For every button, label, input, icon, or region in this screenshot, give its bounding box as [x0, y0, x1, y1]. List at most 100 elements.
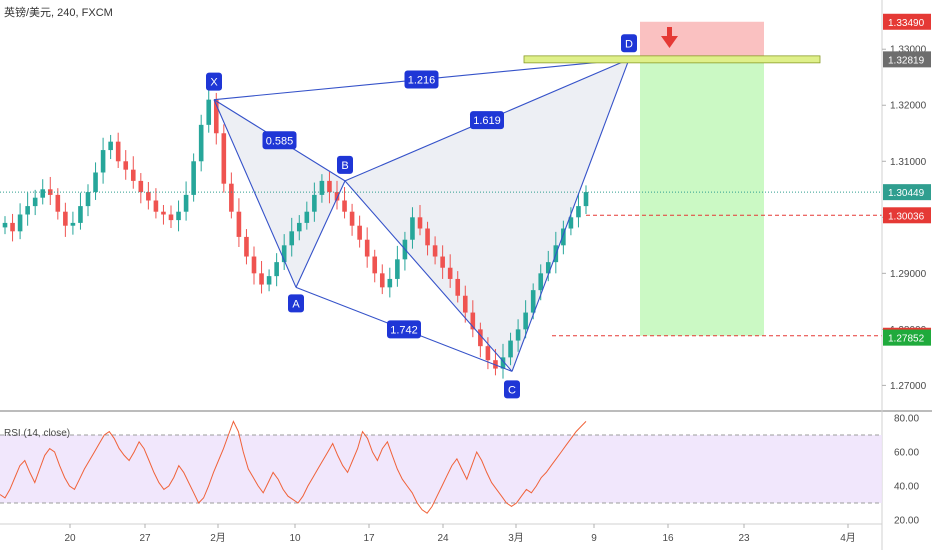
candle-body	[319, 180, 325, 195]
pattern-triangle-bcd	[345, 59, 629, 372]
candle-body	[379, 273, 385, 288]
pattern-point-d[interactable]: D	[621, 34, 637, 53]
pattern-point-b[interactable]: B	[337, 155, 353, 174]
candle-body	[168, 214, 174, 221]
svg-text:C: C	[508, 384, 516, 396]
candle-body	[63, 211, 68, 226]
candle-body	[10, 222, 15, 232]
pattern-point-x[interactable]: X	[206, 72, 222, 91]
reward-zone[interactable]	[640, 59, 764, 336]
candle-body	[349, 211, 355, 226]
candle-body	[93, 172, 98, 193]
candle-body	[545, 262, 551, 274]
candle-body	[583, 192, 589, 207]
rsi-band	[0, 435, 882, 503]
svg-text:1.32819: 1.32819	[888, 55, 925, 66]
candle-body	[304, 211, 310, 223]
candle-body	[568, 217, 574, 229]
candle-body	[40, 189, 46, 198]
chart-title: 英镑/美元, 240, FXCM	[4, 5, 113, 19]
rsi-tick-label: 40.00	[894, 482, 919, 493]
candle-body	[191, 161, 196, 195]
pattern-point-a[interactable]: A	[288, 294, 304, 313]
point-labels: X A B C D	[206, 34, 637, 399]
time-label: 20	[64, 533, 76, 544]
ratio-label-bd[interactable]: 1.619	[470, 111, 504, 130]
candle-body	[108, 141, 113, 151]
price-tick-label: 1.32000	[890, 101, 927, 112]
entry-level-bar[interactable]	[523, 55, 821, 64]
time-label: 9	[591, 533, 597, 544]
candle-body	[447, 267, 453, 279]
rsi-tick-label: 60.00	[894, 448, 919, 459]
svg-text:1.27852: 1.27852	[888, 334, 925, 345]
candle-body	[229, 183, 234, 212]
pattern-point-c[interactable]: C	[504, 380, 520, 399]
candle-body	[146, 192, 151, 201]
time-axis[interactable]: 20 27 2月 10 17 24 3月 9 16 23 4月	[64, 524, 856, 544]
candle-body	[130, 169, 136, 181]
candle-body	[432, 245, 438, 257]
price-badge: 1.27852	[883, 329, 931, 346]
candle-body	[2, 222, 8, 228]
candle-body	[251, 256, 257, 274]
candle-body	[395, 259, 400, 279]
ratio-label-ac[interactable]: 1.742	[387, 320, 421, 339]
price-tick-label: 1.31000	[890, 157, 927, 168]
candle-body	[470, 312, 476, 330]
candle-body	[364, 239, 370, 257]
candle-body	[78, 206, 83, 223]
ratio-label-xd[interactable]: 1.216	[404, 70, 439, 89]
candle-body	[417, 217, 423, 229]
pattern-line-ab	[295, 180, 346, 288]
risk-zone[interactable]	[640, 21, 764, 60]
candle-body	[183, 194, 189, 212]
candle-body	[462, 295, 468, 313]
candle-body	[25, 206, 30, 215]
rsi-label: RSI (14, close)	[4, 428, 70, 439]
time-label: 27	[139, 533, 151, 544]
candle-body	[138, 180, 144, 193]
pattern-line-bc	[344, 180, 513, 372]
rsi-axis: 80.00 60.00 40.00 20.00	[894, 414, 919, 527]
candle-body	[259, 273, 264, 285]
candle-body	[161, 211, 166, 215]
candle-body	[123, 161, 129, 170]
candle-body	[523, 312, 528, 330]
candle-body	[236, 211, 242, 237]
rsi-line	[0, 420, 587, 514]
time-label: 23	[738, 533, 750, 544]
candle-body	[357, 225, 362, 240]
price-badge: 1.33490	[883, 13, 931, 30]
pattern-line-xa	[213, 99, 297, 288]
down-arrow-icon	[661, 27, 678, 48]
candle-body	[115, 141, 121, 162]
candle-body	[515, 329, 521, 341]
candle-body	[530, 290, 536, 313]
candle-body	[576, 206, 581, 218]
candle-body	[561, 228, 566, 246]
time-label: 2月	[210, 532, 226, 544]
candle-body	[455, 278, 461, 296]
candle-body	[198, 124, 204, 162]
candle-body	[312, 194, 317, 212]
candle-body	[296, 222, 302, 232]
candle-body	[153, 200, 159, 212]
time-label: 16	[662, 533, 674, 544]
svg-text:D: D	[625, 38, 633, 50]
candle-body	[213, 99, 219, 134]
price-tick-label: 1.29000	[890, 269, 927, 280]
candle-body	[508, 340, 513, 358]
svg-text:1.216: 1.216	[408, 74, 436, 86]
candle-body	[47, 189, 53, 195]
pattern-triangle-xab	[214, 99, 345, 288]
ratio-label-xb[interactable]: 0.585	[262, 131, 297, 150]
time-label: 3月	[508, 532, 524, 544]
ratio-labels: 0.585 1.216 1.619 1.742	[262, 70, 504, 339]
svg-text:1.33490: 1.33490	[888, 18, 925, 29]
svg-text:0.585: 0.585	[266, 135, 294, 147]
candle-body	[206, 99, 212, 125]
candle-body	[334, 192, 340, 201]
candle-body	[500, 357, 506, 369]
